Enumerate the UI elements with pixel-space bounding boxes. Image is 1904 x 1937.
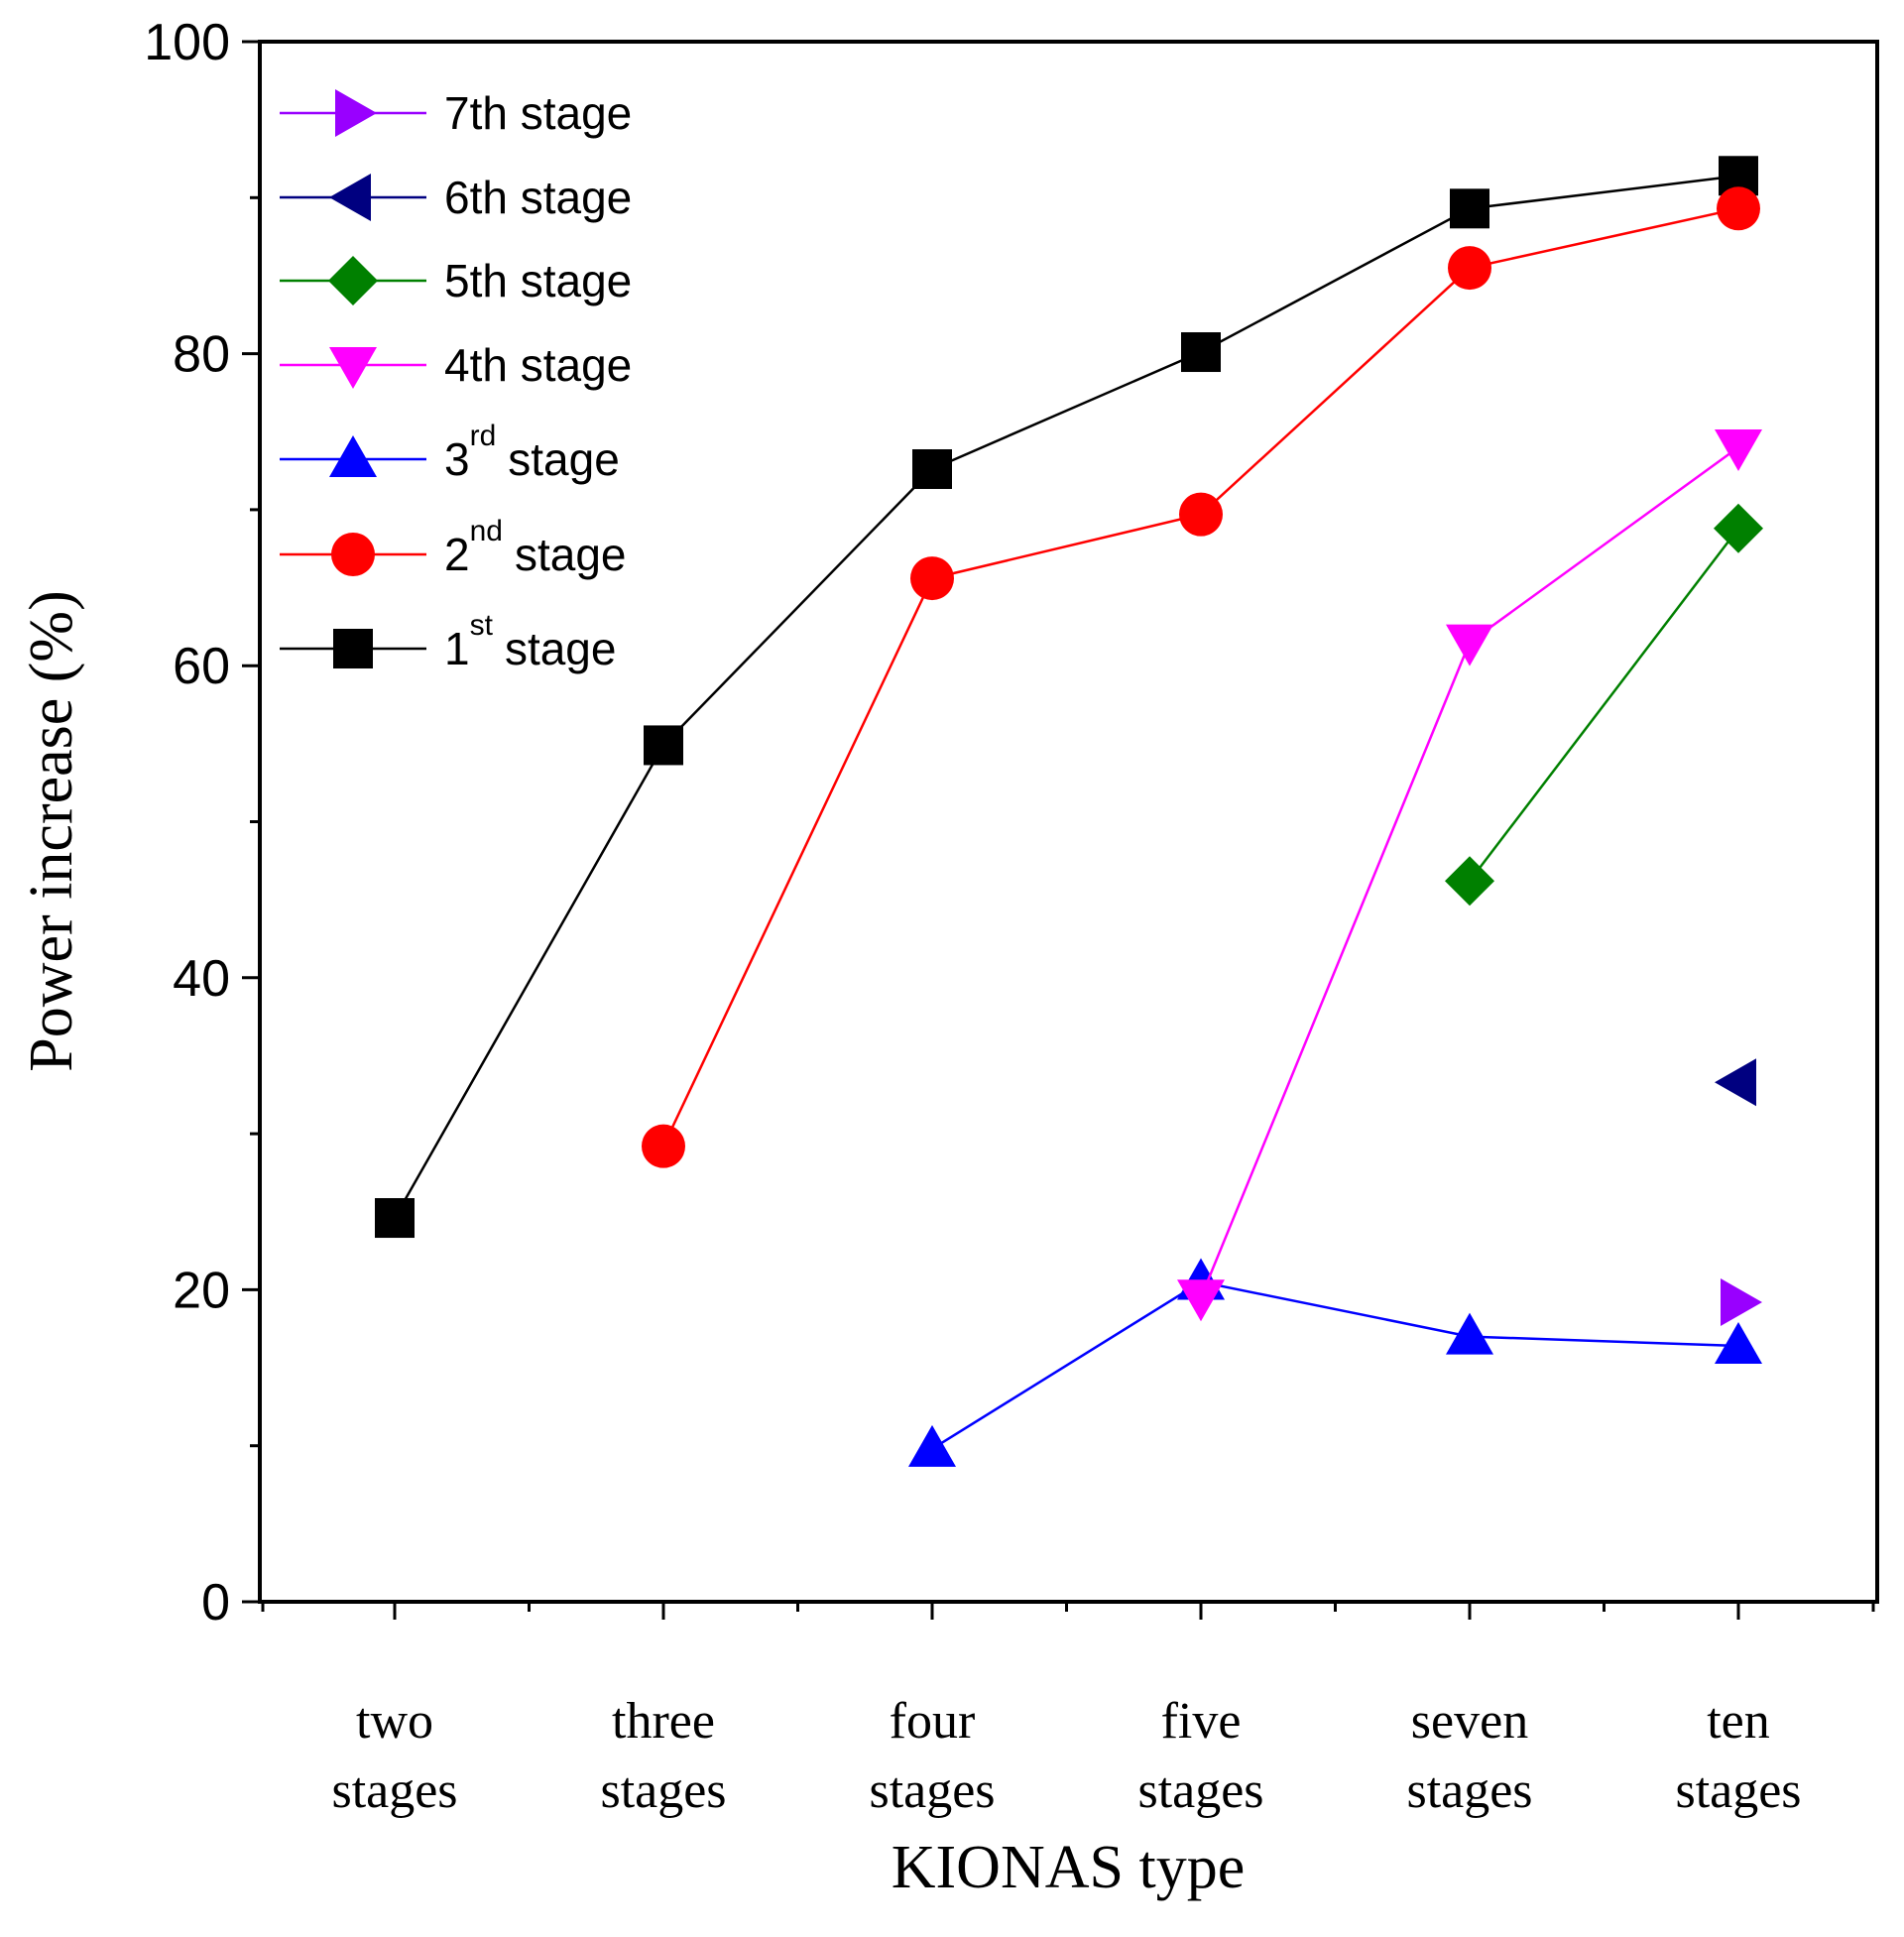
y-tick-label: 100 — [144, 14, 230, 71]
data-point-s2 — [1179, 492, 1223, 537]
x-tick-label-line: ten — [1707, 1693, 1770, 1750]
x-tick-label-line: five — [1161, 1693, 1242, 1750]
x-tick-label-line: stages — [331, 1762, 457, 1819]
legend-marker — [333, 629, 373, 668]
legend-label: 3rd stage — [444, 420, 620, 485]
legend-marker — [329, 347, 377, 389]
legend-label-sup: nd — [470, 515, 503, 547]
legend-item-s4: 4th stage — [280, 339, 632, 391]
data-point-s3 — [1715, 1322, 1762, 1365]
legend-label: 2nd stage — [444, 515, 627, 580]
legend-label-sup: st — [470, 609, 494, 642]
data-point-s6 — [1715, 1058, 1756, 1107]
x-tick-label: three stages — [600, 1693, 726, 1819]
data-point-s2 — [1448, 246, 1491, 291]
legend-label: 4th stage — [444, 339, 632, 391]
x-tick-label-line: stages — [1406, 1762, 1532, 1819]
series-s7 — [1721, 1277, 1762, 1326]
legend-marker — [331, 533, 375, 576]
data-point-s1 — [1181, 332, 1221, 373]
data-point-s4 — [1715, 428, 1762, 471]
series-line-s1 — [393, 175, 1739, 1219]
legend-label: 6th stage — [444, 172, 632, 223]
legend-marker — [335, 89, 377, 137]
series-line-s3 — [931, 1280, 1739, 1450]
data-point-s2 — [642, 1124, 685, 1168]
data-point-s2 — [910, 556, 954, 601]
legend-label-main: 3 — [444, 433, 470, 485]
legend-item-s6: 6th stage — [280, 172, 632, 223]
legend-marker — [329, 435, 377, 477]
y-axis-title: Power increase (%) — [18, 590, 85, 1071]
x-axis-title: KIONAS type — [892, 1834, 1245, 1901]
series-s1 — [375, 156, 1758, 1239]
series-s6 — [1715, 1058, 1756, 1107]
x-tick-label-line: stages — [869, 1762, 995, 1819]
x-tick-label: four stages — [869, 1693, 995, 1819]
legend-label: 1st stage — [444, 609, 616, 674]
series-s4 — [1177, 428, 1762, 1322]
legend-label-after: stage — [505, 623, 617, 674]
legend-label-sup: rd — [470, 420, 497, 452]
legend-item-s5: 5th stage — [280, 255, 632, 306]
series-s5 — [1445, 503, 1763, 907]
x-tick-label-line: stages — [1675, 1762, 1801, 1819]
x-tick-label: seven stages — [1406, 1693, 1532, 1819]
data-point-s4 — [1177, 1279, 1225, 1322]
data-point-s1 — [912, 449, 952, 490]
series-layer — [375, 156, 1763, 1467]
data-point-s3 — [1446, 1312, 1493, 1355]
y-tick-label: 80 — [173, 326, 230, 384]
x-tick-label-line: stages — [1137, 1762, 1263, 1819]
y-tick-label: 0 — [201, 1574, 230, 1632]
data-point-s4 — [1446, 624, 1493, 666]
x-tick-label-line: four — [890, 1693, 976, 1750]
y-tick-label: 60 — [173, 638, 230, 695]
series-line-s5 — [1469, 528, 1739, 883]
data-point-s1 — [644, 725, 683, 766]
x-tick-label-line: stages — [600, 1762, 726, 1819]
legend-label-main: 2 — [444, 529, 470, 580]
y-tick-label: 20 — [173, 1262, 230, 1319]
data-point-s3 — [908, 1424, 956, 1467]
series-s3 — [908, 1258, 1762, 1467]
legend-item-s3: 3rd stage — [280, 420, 620, 485]
legend-item-s2: 2nd stage — [280, 515, 627, 580]
y-tick-label: 40 — [173, 950, 230, 1008]
legend-label-after: stage — [515, 529, 627, 580]
data-point-s1 — [1450, 188, 1489, 229]
legend-label: 7th stage — [444, 87, 632, 139]
x-tick-label-line: seven — [1411, 1693, 1528, 1750]
legend-item-s1: 1st stage — [280, 609, 616, 674]
data-point-s7 — [1721, 1277, 1762, 1326]
legend-marker — [329, 174, 371, 221]
x-tick-label: five stages — [1137, 1693, 1263, 1819]
legend-marker — [328, 256, 378, 305]
legend-label: 5th stage — [444, 255, 632, 306]
x-tick-label-line: three — [612, 1693, 715, 1750]
data-point-s5 — [1714, 503, 1763, 553]
x-tick-label: ten stages — [1675, 1693, 1801, 1819]
axes: 0 20 40 60 80 100 two stages three stages four stag… — [144, 14, 1879, 1819]
data-point-s1 — [375, 1198, 415, 1239]
x-tick-label-line: two — [356, 1693, 433, 1750]
data-point-s5 — [1445, 856, 1494, 907]
legend-label-after: stage — [508, 433, 620, 485]
data-point-s2 — [1717, 186, 1760, 231]
legend-label-main: 1 — [444, 623, 470, 674]
x-tick-label: two stages — [331, 1693, 457, 1819]
series-s2 — [642, 186, 1760, 1168]
legend-item-s7: 7th stage — [280, 87, 632, 139]
